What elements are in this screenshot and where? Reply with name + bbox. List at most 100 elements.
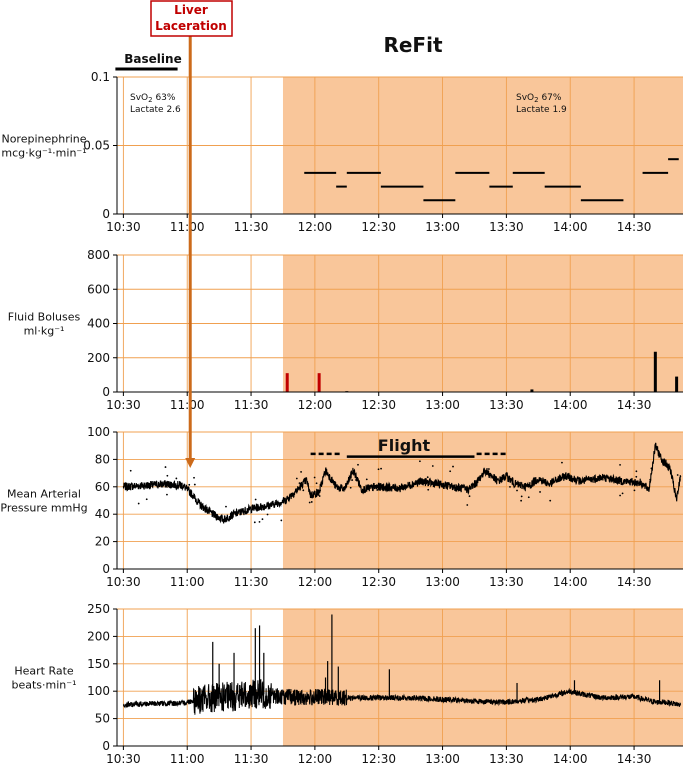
map-outlier-point (357, 463, 359, 466)
xtick-label-norepinephrine: 12:30 (361, 220, 396, 234)
liver-laceration-label-line2: Laceration (155, 19, 227, 33)
map-outlier-point (353, 471, 356, 474)
map-outlier-point (372, 482, 375, 485)
map-outlier-point (494, 480, 497, 483)
map-outlier-point (253, 521, 256, 524)
map-outlier-point (164, 466, 167, 468)
xtick-label-heart_rate: 12:30 (361, 752, 396, 765)
map-outlier-point (298, 482, 301, 485)
map-outlier-point (266, 513, 269, 516)
baseline-label: Baseline (124, 52, 181, 66)
ytick-label-fluid_boluses: 400 (87, 317, 110, 331)
xtick-label-map: 13:00 (425, 575, 460, 589)
map-outlier-point (351, 479, 354, 481)
map-outlier-point (520, 495, 523, 498)
fluid-bolus-bar (530, 389, 534, 392)
map-outlier-point (541, 482, 544, 484)
xtick-label-heart_rate: 11:00 (170, 752, 205, 765)
map-outlier-point (635, 475, 638, 478)
refit-shade-heart_rate (282, 609, 683, 746)
map-outlier-point (129, 469, 132, 472)
fluid-bolus-bar (653, 351, 657, 392)
liver-laceration-box (150, 0, 233, 37)
xtick-label-fluid_boluses: 10:30 (106, 398, 141, 412)
xtick-label-map: 14:00 (553, 575, 588, 589)
ylabel-heart_rate-line2: beats·min⁻¹ (12, 679, 77, 692)
map-outlier-point (211, 511, 214, 514)
ytick-label-norepinephrine: 0.1 (91, 70, 110, 84)
xtick-label-norepinephrine: 13:30 (489, 220, 524, 234)
map-outlier-point (452, 465, 454, 468)
map-outlier-point (380, 467, 382, 470)
map-outlier-point (649, 478, 652, 481)
map-outlier-point (426, 476, 429, 479)
ytick-label-heart_rate: 150 (87, 657, 110, 671)
map-outlier-point (319, 489, 322, 492)
ylabel-norepinephrine-line1: Norepinephrine (1, 133, 86, 146)
map-outlier-point (676, 474, 679, 476)
map-outlier-point (318, 495, 321, 497)
map-outlier-point (365, 478, 368, 481)
map-outlier-point (561, 461, 563, 464)
map-outlier-point (137, 502, 140, 505)
map-outlier-point (145, 498, 148, 501)
ytick-label-fluid_boluses: 800 (87, 248, 110, 262)
xtick-label-fluid_boluses: 11:30 (234, 398, 269, 412)
map-outlier-point (419, 460, 421, 463)
ytick-label-fluid_boluses: 200 (87, 351, 110, 365)
map-outlier-point (376, 489, 379, 491)
map-outlier-point (381, 487, 384, 489)
heart-rate-trace (122, 679, 681, 715)
xtick-label-heart_rate: 14:00 (553, 752, 588, 765)
map-outlier-point (349, 486, 352, 489)
map-outlier-point (619, 494, 621, 497)
map-outlier-point (619, 463, 621, 466)
map-outlier-point (633, 489, 636, 492)
map-outlier-point (313, 476, 316, 479)
xtick-label-heart_rate: 12:00 (298, 752, 333, 765)
ytick-label-map: 40 (95, 507, 110, 521)
ytick-label-heart_rate: 100 (87, 684, 110, 698)
map-outlier-point (650, 467, 653, 470)
fluid-bolus-bar (317, 373, 321, 392)
xtick-label-fluid_boluses: 14:00 (553, 398, 588, 412)
xtick-label-heart_rate: 13:00 (425, 752, 460, 765)
map-outlier-point (315, 482, 318, 485)
ylabel-fluid_boluses-line2: ml·kg⁻¹ (24, 325, 65, 338)
xtick-label-heart_rate: 10:30 (106, 752, 141, 765)
map-outlier-point (539, 491, 541, 493)
xtick-label-map: 12:30 (361, 575, 396, 589)
xtick-label-norepinephrine: 11:00 (170, 220, 205, 234)
xtick-label-heart_rate: 13:30 (489, 752, 524, 765)
map-outlier-point (509, 485, 511, 488)
xtick-label-map: 10:30 (106, 575, 141, 589)
map-outlier-point (193, 483, 196, 486)
map-outlier-point (488, 468, 490, 470)
xtick-label-map: 13:30 (489, 575, 524, 589)
map-outlier-point (431, 465, 434, 467)
map-outlier-point (225, 505, 227, 508)
xtick-label-norepinephrine: 10:30 (106, 220, 141, 234)
xtick-label-map: 11:30 (234, 575, 269, 589)
map-trace (122, 442, 682, 524)
map-outlier-point (258, 520, 261, 523)
xtick-label-heart_rate: 14:30 (617, 752, 652, 765)
map-outlier-point (355, 479, 357, 481)
map-outlier-point (180, 487, 183, 489)
xtick-label-fluid_boluses: 14:30 (617, 398, 652, 412)
map-outlier-point (166, 474, 169, 477)
map-outlier-point (466, 488, 469, 491)
refit-lactate-note: Lactate 1.9 (516, 105, 567, 115)
map-outlier-point (635, 470, 638, 473)
map-outlier-point (427, 488, 430, 491)
xtick-label-fluid_boluses: 13:00 (425, 398, 460, 412)
xtick-label-norepinephrine: 12:00 (298, 220, 333, 234)
refit-shade-map (282, 432, 683, 569)
ytick-label-heart_rate: 50 (95, 712, 110, 726)
xtick-label-map: 11:00 (170, 575, 205, 589)
xtick-label-norepinephrine: 14:00 (553, 220, 588, 234)
map-outlier-point (193, 476, 195, 479)
figure-title: ReFit (383, 33, 442, 57)
map-outlier-point (295, 477, 298, 480)
